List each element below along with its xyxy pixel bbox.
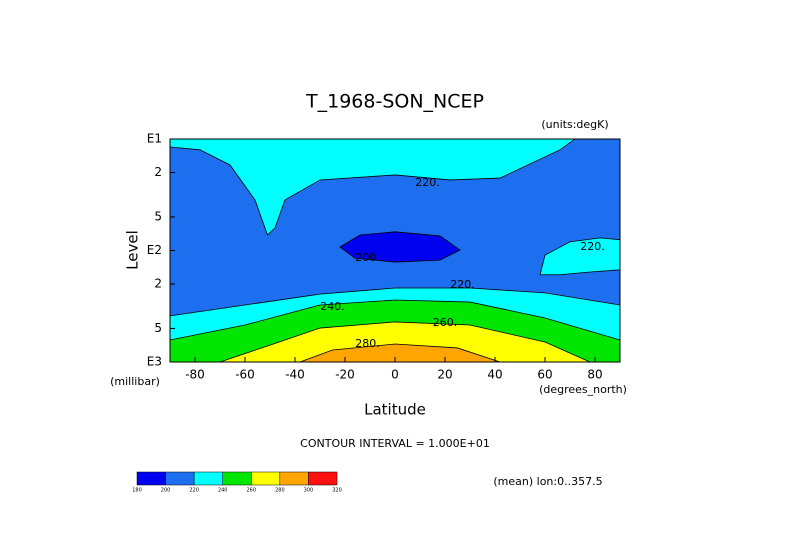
contour-region — [170, 139, 576, 236]
x-tick-label: 60 — [537, 368, 552, 382]
colorbar-label: 220 — [189, 488, 199, 494]
colorbar-box — [193, 471, 223, 486]
y-axis-label: Level — [124, 230, 142, 270]
x-axis-label: Latitude — [364, 401, 426, 419]
y-tick-label: 2 — [154, 277, 162, 291]
colorbar-box — [136, 471, 166, 486]
y-tick-label: 5 — [154, 209, 162, 223]
x-tick-label: 80 — [587, 368, 602, 382]
contour-label: 280. — [355, 337, 380, 350]
x-tick-label: 20 — [437, 368, 452, 382]
contour-label: 220. — [580, 240, 605, 253]
x-tick-label: 40 — [487, 368, 502, 382]
y-tick-label: E2 — [147, 243, 162, 257]
colorbar-box — [222, 471, 252, 486]
x-tick-label: -40 — [285, 368, 305, 382]
y-tick-label: E1 — [147, 132, 162, 146]
units-label: (units:degK) — [541, 118, 608, 131]
x-tick-label: -20 — [335, 368, 355, 382]
colorbar-label: 240 — [218, 488, 228, 494]
y-tick-label: E3 — [147, 355, 162, 369]
y-tick-label: 5 — [154, 321, 162, 335]
chart-title: T_1968-SON_NCEP — [305, 91, 484, 113]
y-units: (millibar) — [110, 375, 160, 388]
x-units: (degrees_north) — [539, 383, 627, 396]
contour-interval: CONTOUR INTERVAL = 1.000E+01 — [300, 437, 490, 450]
colorbar-box — [308, 471, 338, 486]
contour-label: 220. — [450, 278, 475, 291]
plot-area — [170, 139, 620, 362]
colorbar-box — [251, 471, 281, 486]
contour-region — [339, 231, 461, 263]
contour-region — [539, 237, 620, 276]
colorbar-box — [165, 471, 195, 486]
colorbar-label: 320 — [332, 488, 342, 494]
colorbar-label: 300 — [304, 488, 314, 494]
x-tick-label: 0 — [391, 368, 399, 382]
contour-label: 260. — [433, 316, 458, 329]
contour-label: 240. — [320, 300, 345, 313]
colorbar-label: 260 — [247, 488, 257, 494]
contour-label: 220. — [415, 176, 440, 189]
x-tick-label: -80 — [185, 368, 205, 382]
contour-region — [299, 343, 501, 362]
colorbar-label: 180 — [132, 488, 142, 494]
colorbar-label: 200 — [161, 488, 171, 494]
contour-label: 200. — [355, 251, 380, 264]
x-tick-label: -60 — [235, 368, 255, 382]
y-tick-label: 2 — [154, 165, 162, 179]
contour-region — [219, 321, 591, 362]
colorbar-label: 280 — [275, 488, 285, 494]
footnote: (mean) lon:0..357.5 — [493, 475, 602, 488]
colorbar-box — [279, 471, 309, 486]
